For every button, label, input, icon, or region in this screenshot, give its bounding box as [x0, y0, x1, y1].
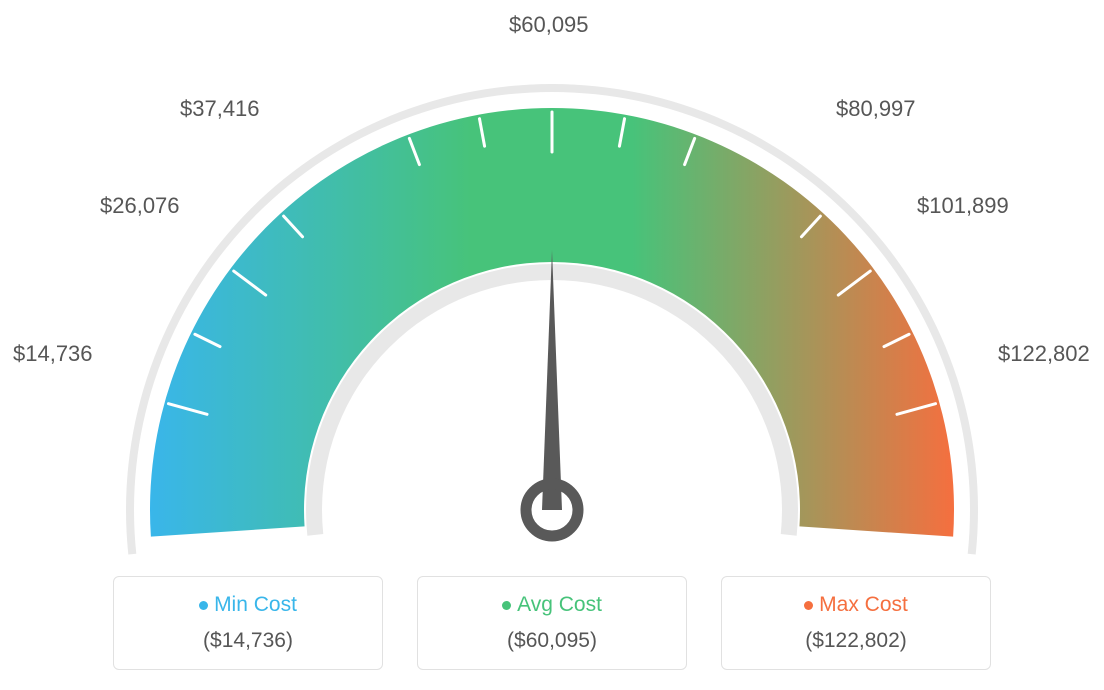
- gauge-tick-label: $122,802: [998, 341, 1090, 367]
- dot-icon: [502, 601, 511, 610]
- legend-card-max: Max Cost ($122,802): [721, 576, 991, 670]
- legend-title-text: Min Cost: [214, 593, 297, 616]
- legend-title-text: Max Cost: [819, 593, 908, 616]
- legend-row: Min Cost ($14,736) Avg Cost ($60,095) Ma…: [0, 576, 1104, 670]
- legend-title-text: Avg Cost: [517, 593, 602, 616]
- dot-icon: [804, 601, 813, 610]
- legend-value-max: ($122,802): [722, 629, 990, 653]
- gauge-tick-label: $26,076: [100, 193, 180, 219]
- gauge-tick-label: $60,095: [509, 12, 589, 38]
- legend-title-avg: Avg Cost: [418, 593, 686, 617]
- cost-gauge: $14,736 $26,076 $37,416 $60,095 $80,997 $101,…: [0, 0, 1104, 560]
- legend-title-max: Max Cost: [722, 593, 990, 617]
- gauge-tick-label: $80,997: [836, 96, 916, 122]
- legend-title-min: Min Cost: [114, 593, 382, 617]
- legend-value-avg: ($60,095): [418, 629, 686, 653]
- gauge-tick-label: $14,736: [13, 341, 93, 367]
- legend-value-min: ($14,736): [114, 629, 382, 653]
- dot-icon: [199, 601, 208, 610]
- gauge-tick-label: $101,899: [917, 193, 1009, 219]
- gauge-tick-label: $37,416: [180, 96, 260, 122]
- legend-card-avg: Avg Cost ($60,095): [417, 576, 687, 670]
- legend-card-min: Min Cost ($14,736): [113, 576, 383, 670]
- gauge-svg: [0, 0, 1104, 560]
